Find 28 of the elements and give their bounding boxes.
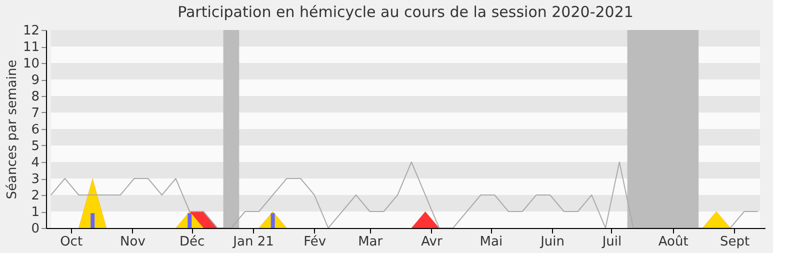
y-tick-label: 8 (31, 90, 40, 104)
y-axis-title: Séances par semaine (4, 60, 20, 200)
x-tick-label: Août (658, 234, 688, 250)
x-tick-label: Jan 21 (232, 234, 274, 250)
x-tick-label: Oct (60, 234, 83, 250)
y-tick-label: 4 (31, 156, 40, 170)
y-tick-label: 9 (31, 73, 40, 88)
x-tick-label: Juin (540, 234, 565, 250)
chart-title: Participation en hémicycle au cours de la session 2020-2021 (178, 3, 634, 21)
y-tick-label: 12 (22, 24, 40, 38)
y-tick-label: 5 (31, 139, 40, 154)
x-tick-label: Juil (601, 234, 622, 250)
y-tick-label: 10 (22, 56, 40, 72)
x-tick-label: Avr (421, 234, 443, 250)
y-tick-label: 11 (22, 40, 40, 55)
x-tick-label: Sept (720, 234, 750, 250)
line-series (50, 162, 759, 228)
y-tick-label: 2 (31, 188, 40, 204)
x-tick-label: Mai (480, 234, 503, 250)
y-tick-label: 7 (31, 106, 40, 121)
x-tick-label: Déc (180, 234, 205, 250)
y-tick-label: 3 (31, 172, 40, 187)
y-tick-label: 0 (31, 222, 40, 236)
x-tick-label: Nov (120, 234, 146, 250)
y-tick-label: 6 (31, 122, 40, 138)
x-tick-label: Fév (304, 234, 326, 250)
x-tick-label: Mar (358, 234, 384, 250)
y-tick-label: 1 (31, 205, 40, 220)
